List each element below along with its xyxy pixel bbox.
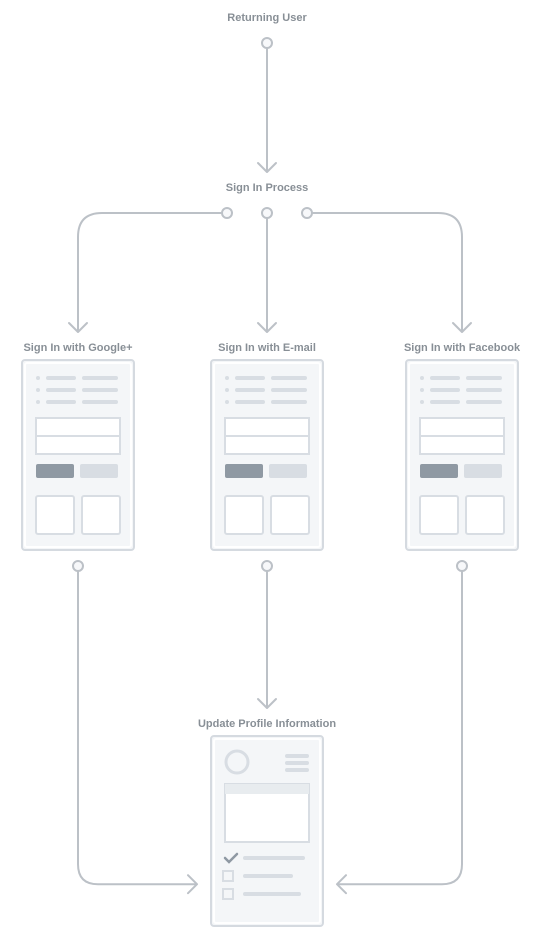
wireframe-form-card <box>211 360 323 550</box>
node-label: Sign In Process <box>226 182 309 194</box>
edge-start-dot <box>262 38 272 48</box>
node-label: Update Profile Information <box>198 718 336 730</box>
node-label: Sign In with E-mail <box>218 342 316 354</box>
edge-start-dot <box>302 208 312 218</box>
edge-start-dot <box>457 561 467 571</box>
edge-start-dot <box>73 561 83 571</box>
flow-edge <box>78 213 227 330</box>
wireframe-profile-card <box>211 736 323 926</box>
flow-edge <box>78 566 195 884</box>
edge-start-dot <box>222 208 232 218</box>
wireframe-form-card <box>406 360 518 550</box>
wireframe-form-card <box>22 360 134 550</box>
edge-start-dot <box>262 561 272 571</box>
node-label: Returning User <box>227 12 307 24</box>
edge-start-dot <box>262 208 272 218</box>
flow-edge <box>339 566 462 884</box>
node-label: Sign In with Facebook <box>404 342 521 354</box>
flow-edge <box>307 213 462 330</box>
node-label: Sign In with Google+ <box>23 342 132 354</box>
